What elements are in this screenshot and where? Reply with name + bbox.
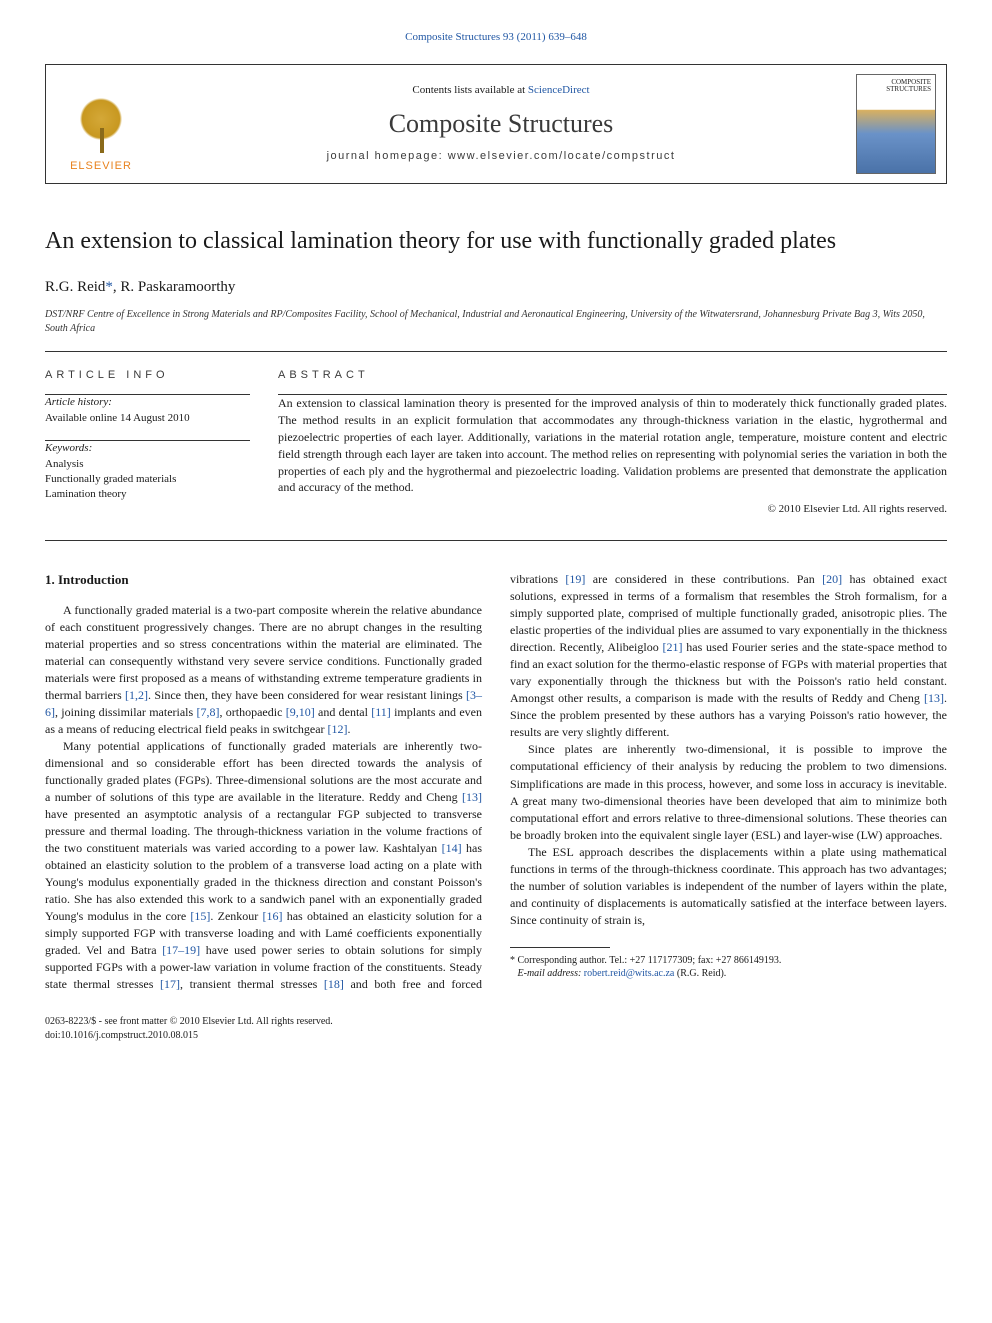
abstract-text: An extension to classical lamination the… (278, 395, 947, 496)
text-run: , joining dissimilar materials (55, 705, 196, 719)
body-paragraph: A functionally graded material is a two-… (45, 602, 482, 738)
text-run: Many potential applications of functiona… (45, 739, 482, 804)
history-text: Available online 14 August 2010 (45, 411, 250, 426)
journal-citation: Composite Structures 93 (2011) 639–648 (45, 30, 947, 46)
cover-thumb-wrap: COMPOSITE STRUCTURES (846, 65, 946, 183)
authors-line: R.G. Reid*, R. Paskaramoorthy (45, 277, 947, 299)
abstract-label: abstract (278, 368, 947, 384)
text-run: have presented an asymptotic analysis of… (45, 807, 482, 855)
email-label: E-mail address: (518, 968, 584, 979)
author-2: R. Paskaramoorthy (120, 279, 235, 295)
text-run: and dental (315, 705, 372, 719)
article-info-label: article info (45, 368, 250, 384)
affiliation: DST/NRF Centre of Excellence in Strong M… (45, 308, 947, 335)
journal-name: Composite Structures (389, 105, 614, 143)
article-history-block: Article history: Available online 14 Aug… (45, 395, 250, 426)
text-run: . Since then, they have been considered … (148, 688, 466, 702)
journal-banner: ELSEVIER Contents lists available at Sci… (45, 64, 947, 184)
email-link[interactable]: robert.reid@wits.ac.za (584, 968, 675, 979)
journal-citation-link[interactable]: Composite Structures 93 (2011) 639–648 (405, 31, 587, 43)
ref-link[interactable]: [7,8] (196, 705, 219, 719)
keywords-block: Keywords: Analysis Functionally graded m… (45, 441, 250, 503)
publisher-label: ELSEVIER (70, 159, 132, 175)
history-heading: Article history: (45, 395, 250, 410)
ref-link[interactable]: [17–19] (162, 943, 200, 957)
author-1: R.G. Reid (45, 279, 105, 295)
ref-link[interactable]: [13] (924, 691, 944, 705)
corresponding-marker-link[interactable]: * (105, 279, 113, 295)
keywords-heading: Keywords: (45, 441, 250, 456)
body-paragraph: The ESL approach describes the displacem… (510, 844, 947, 929)
ref-link[interactable]: [16] (263, 909, 283, 923)
banner-center: Contents lists available at ScienceDirec… (156, 65, 846, 183)
text-run: , orthopaedic (219, 705, 285, 719)
keyword-item: Functionally graded materials (45, 472, 250, 487)
keyword-item: Analysis (45, 457, 250, 472)
journal-homepage: journal homepage: www.elsevier.com/locat… (327, 149, 676, 165)
cover-thumb-title: COMPOSITE STRUCTURES (861, 79, 931, 93)
section-heading-introduction: 1. Introduction (45, 571, 482, 589)
doi-line: doi:10.1016/j.compstruct.2010.08.015 (45, 1029, 947, 1043)
footnote-rule (510, 947, 610, 948)
sciencedirect-link[interactable]: ScienceDirect (528, 84, 590, 96)
meta-abstract-row: article info Article history: Available … (45, 351, 947, 541)
keyword-item: Lamination theory (45, 487, 250, 502)
text-run: are considered in these contributions. P… (585, 572, 822, 586)
ref-link[interactable]: [11] (371, 705, 391, 719)
journal-cover-thumbnail: COMPOSITE STRUCTURES (856, 74, 936, 174)
text-run: . Zenkour (210, 909, 262, 923)
ref-link[interactable]: [20] (822, 572, 842, 586)
ref-link[interactable]: [9,10] (286, 705, 315, 719)
ref-link[interactable]: [19] (565, 572, 585, 586)
publisher-block: ELSEVIER (46, 65, 156, 183)
ref-link[interactable]: [1,2] (125, 688, 148, 702)
ref-link[interactable]: [12] (328, 722, 348, 736)
email-suffix: (R.G. Reid). (674, 968, 726, 979)
footnote-text: Corresponding author. Tel.: +27 11717730… (515, 955, 781, 966)
contents-line: Contents lists available at ScienceDirec… (412, 83, 589, 99)
corresponding-footnote: * Corresponding author. Tel.: +27 117177… (510, 954, 947, 981)
ref-link[interactable]: [15] (190, 909, 210, 923)
ref-link[interactable]: [18] (324, 977, 344, 991)
text-run: , transient thermal stresses (180, 977, 324, 991)
text-run: graded. Vel and Batra (45, 943, 162, 957)
ref-link[interactable]: [21] (663, 640, 683, 654)
abstract-column: abstract An extension to classical lamin… (278, 368, 947, 518)
bottom-meta: 0263-8223/$ - see front matter © 2010 El… (45, 1015, 947, 1042)
ref-link[interactable]: [14] (442, 841, 462, 855)
issn-line: 0263-8223/$ - see front matter © 2010 El… (45, 1015, 947, 1029)
elsevier-tree-icon (71, 95, 131, 155)
abstract-copyright: © 2010 Elsevier Ltd. All rights reserved… (278, 502, 947, 518)
article-info-column: article info Article history: Available … (45, 368, 250, 518)
body-columns: 1. Introduction A functionally graded ma… (45, 571, 947, 993)
article-title: An extension to classical lamination the… (45, 224, 947, 259)
body-paragraph: Since plates are inherently two-dimensio… (510, 741, 947, 843)
contents-prefix: Contents lists available at (412, 84, 527, 96)
text-run: . (348, 722, 351, 736)
ref-link[interactable]: [13] (462, 790, 482, 804)
ref-link[interactable]: [17] (160, 977, 180, 991)
